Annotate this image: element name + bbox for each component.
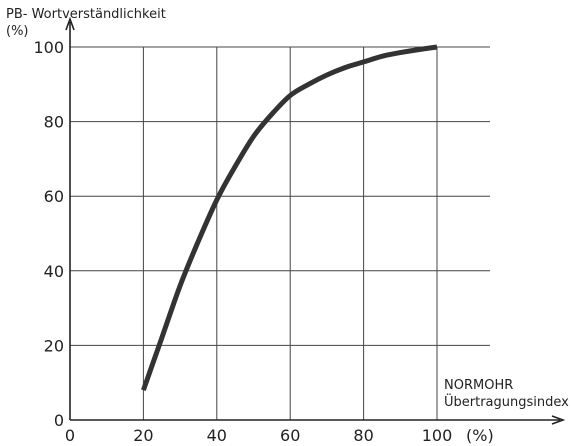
x-axis-unit: (%) [466, 426, 494, 445]
x-axis-arrow [551, 415, 566, 425]
y-tick-label-20: 20 [44, 336, 64, 355]
series-line-0 [141, 44, 438, 392]
tick-labels: 0 20 40 60 80 100 0 20 40 60 80 100 [33, 38, 452, 445]
x-tick-label-40: 40 [207, 426, 227, 445]
x-tick-label-0: 0 [65, 426, 75, 445]
x-axis-label-line2: Übertragungsindex [444, 393, 569, 410]
x-tick-label-20: 20 [133, 426, 153, 445]
y-tick-label-80: 80 [44, 113, 64, 132]
axes [65, 16, 566, 425]
x-axis-label-line1: NORMOHR [444, 378, 513, 393]
y-tick-label-60: 60 [44, 187, 64, 206]
y-tick-label-0: 0 [54, 411, 64, 430]
y-axis-arrow [65, 16, 75, 31]
x-tick-label-100: 100 [422, 426, 453, 445]
x-tick-label-80: 80 [353, 426, 373, 445]
y-axis-label: PB- Wortverständlichkeit [6, 7, 166, 22]
y-tick-label-100: 100 [33, 38, 64, 57]
x-tick-label-60: 60 [280, 426, 300, 445]
y-tick-label-40: 40 [44, 262, 64, 281]
y-axis-unit: (%) [6, 24, 29, 39]
series-layer [141, 44, 438, 392]
